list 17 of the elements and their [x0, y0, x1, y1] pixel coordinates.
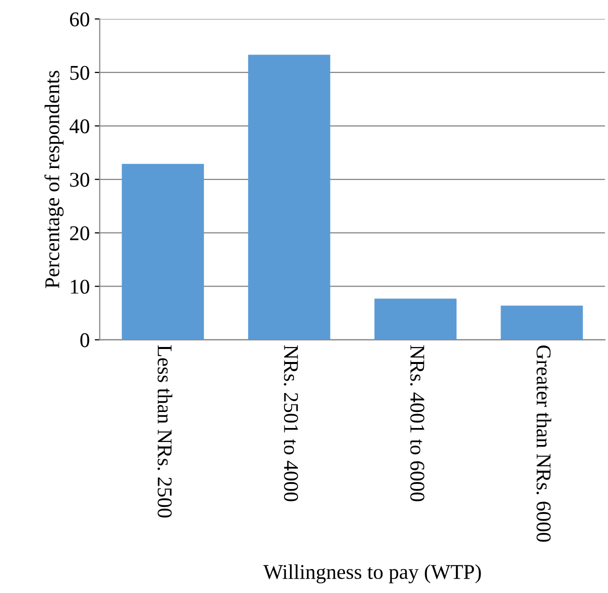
y-tick-label: 30 [70, 172, 90, 187]
x-tick-label: Less than NRs. 2500 [158, 345, 172, 518]
y-tick-label: 60 [70, 12, 90, 26]
bar [374, 298, 457, 340]
y-tick-label: 10 [70, 280, 90, 294]
bar [248, 54, 330, 340]
y-axis-title: Percentage of respondents [44, 70, 64, 288]
y-tick-label: 40 [70, 119, 90, 134]
bar [122, 164, 204, 340]
x-tick-label: NRs. 4001 to 6000 [410, 345, 424, 502]
x-tick-label: Greater than NRs. 6000 [536, 346, 552, 542]
x-axis-title: Willingness to pay (WTP) [263, 564, 481, 584]
x-tick-label: NRs. 2501 to 4000 [284, 345, 298, 502]
y-tick-label: 20 [70, 226, 90, 240]
y-tick-label: 50 [70, 66, 90, 80]
bar [500, 306, 583, 340]
y-tick-label: 0 [80, 333, 90, 348]
